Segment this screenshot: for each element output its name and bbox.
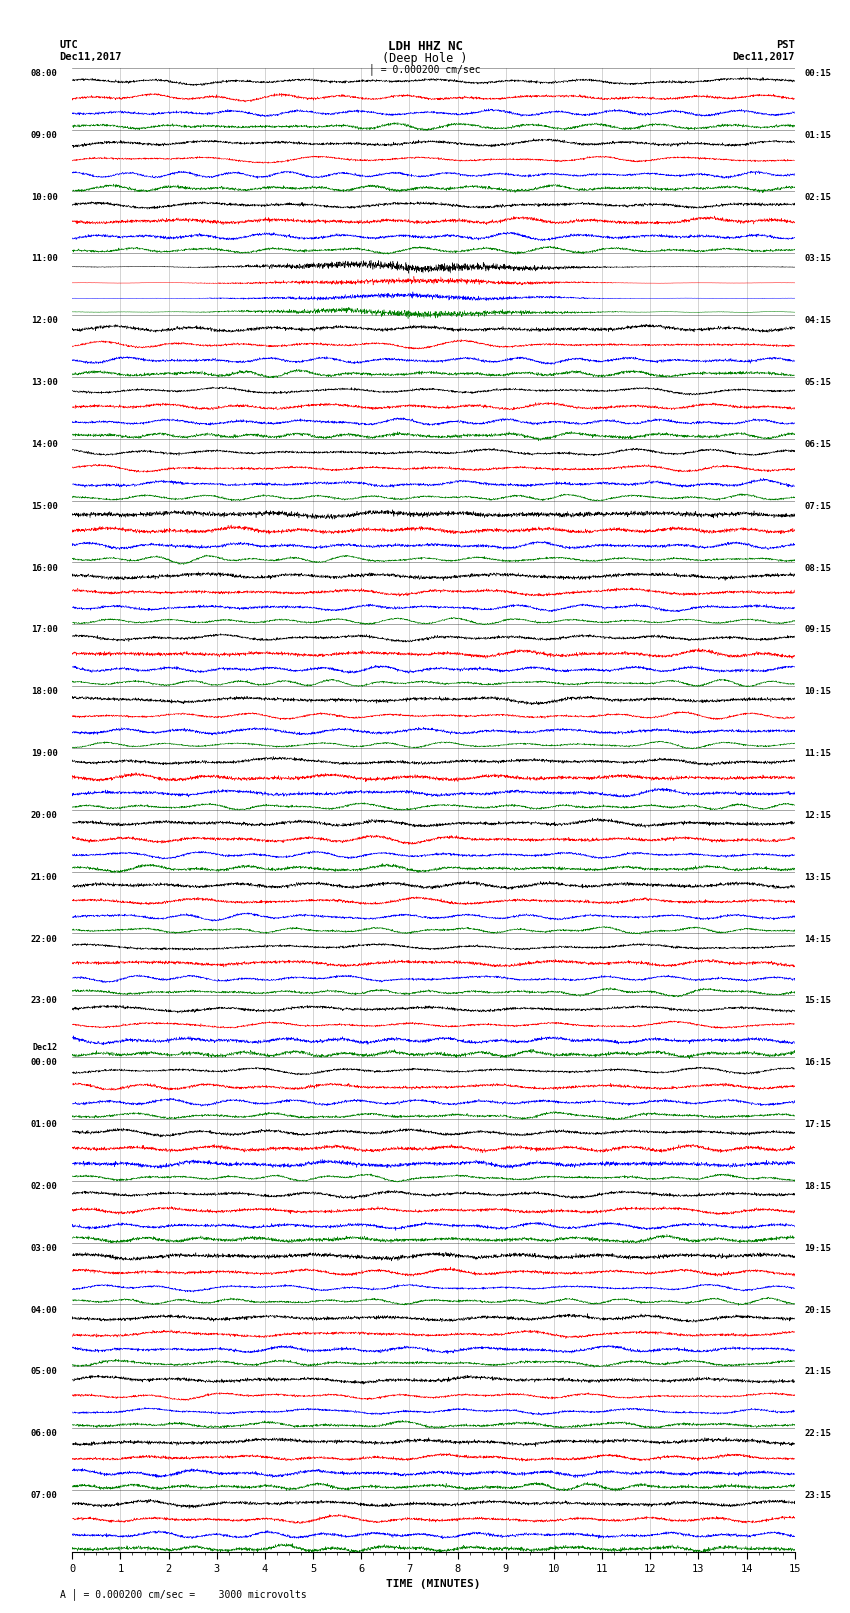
Text: 07:15: 07:15 <box>804 502 831 511</box>
Text: 14:00: 14:00 <box>31 440 58 448</box>
Text: Dec12: Dec12 <box>33 1044 58 1052</box>
Text: 21:15: 21:15 <box>804 1368 831 1376</box>
Text: 19:00: 19:00 <box>31 748 58 758</box>
Text: 17:00: 17:00 <box>31 626 58 634</box>
Text: 08:00: 08:00 <box>31 69 58 77</box>
Text: 13:15: 13:15 <box>804 873 831 882</box>
Text: 20:00: 20:00 <box>31 811 58 819</box>
Text: 14:15: 14:15 <box>804 934 831 944</box>
Text: 23:15: 23:15 <box>804 1490 831 1500</box>
Text: 15:15: 15:15 <box>804 997 831 1005</box>
Text: 06:15: 06:15 <box>804 440 831 448</box>
Text: 17:15: 17:15 <box>804 1119 831 1129</box>
Text: 13:00: 13:00 <box>31 377 58 387</box>
Text: 18:00: 18:00 <box>31 687 58 697</box>
Text: 07:00: 07:00 <box>31 1490 58 1500</box>
Text: Dec11,2017: Dec11,2017 <box>732 52 795 61</box>
Text: A │ = 0.000200 cm/sec =    3000 microvolts: A │ = 0.000200 cm/sec = 3000 microvolts <box>60 1589 306 1600</box>
Text: 22:15: 22:15 <box>804 1429 831 1439</box>
Text: 02:15: 02:15 <box>804 192 831 202</box>
Text: 10:15: 10:15 <box>804 687 831 697</box>
Text: 18:15: 18:15 <box>804 1182 831 1190</box>
Text: 12:00: 12:00 <box>31 316 58 326</box>
Text: 02:00: 02:00 <box>31 1182 58 1190</box>
Text: 01:15: 01:15 <box>804 131 831 140</box>
Text: 04:15: 04:15 <box>804 316 831 326</box>
Text: │ = 0.000200 cm/sec: │ = 0.000200 cm/sec <box>369 63 481 74</box>
Text: 23:00: 23:00 <box>31 997 58 1005</box>
Text: 20:15: 20:15 <box>804 1305 831 1315</box>
Text: 03:15: 03:15 <box>804 255 831 263</box>
Text: UTC: UTC <box>60 40 78 50</box>
Text: PST: PST <box>776 40 795 50</box>
Text: 11:00: 11:00 <box>31 255 58 263</box>
Text: 05:15: 05:15 <box>804 377 831 387</box>
Text: 00:00: 00:00 <box>31 1058 58 1068</box>
Text: 12:15: 12:15 <box>804 811 831 819</box>
Text: 16:15: 16:15 <box>804 1058 831 1068</box>
Text: 10:00: 10:00 <box>31 192 58 202</box>
Text: (Deep Hole ): (Deep Hole ) <box>382 52 468 65</box>
Text: LDH HHZ NC: LDH HHZ NC <box>388 40 462 53</box>
Text: 09:00: 09:00 <box>31 131 58 140</box>
Text: 11:15: 11:15 <box>804 748 831 758</box>
Text: 21:00: 21:00 <box>31 873 58 882</box>
Text: 01:00: 01:00 <box>31 1119 58 1129</box>
Text: 00:15: 00:15 <box>804 69 831 77</box>
Text: 09:15: 09:15 <box>804 626 831 634</box>
Text: 16:00: 16:00 <box>31 563 58 573</box>
Text: 04:00: 04:00 <box>31 1305 58 1315</box>
X-axis label: TIME (MINUTES): TIME (MINUTES) <box>386 1579 481 1589</box>
Text: 15:00: 15:00 <box>31 502 58 511</box>
Text: 06:00: 06:00 <box>31 1429 58 1439</box>
Text: 03:00: 03:00 <box>31 1244 58 1253</box>
Text: Dec11,2017: Dec11,2017 <box>60 52 122 61</box>
Text: 22:00: 22:00 <box>31 934 58 944</box>
Text: 19:15: 19:15 <box>804 1244 831 1253</box>
Text: 08:15: 08:15 <box>804 563 831 573</box>
Text: 05:00: 05:00 <box>31 1368 58 1376</box>
